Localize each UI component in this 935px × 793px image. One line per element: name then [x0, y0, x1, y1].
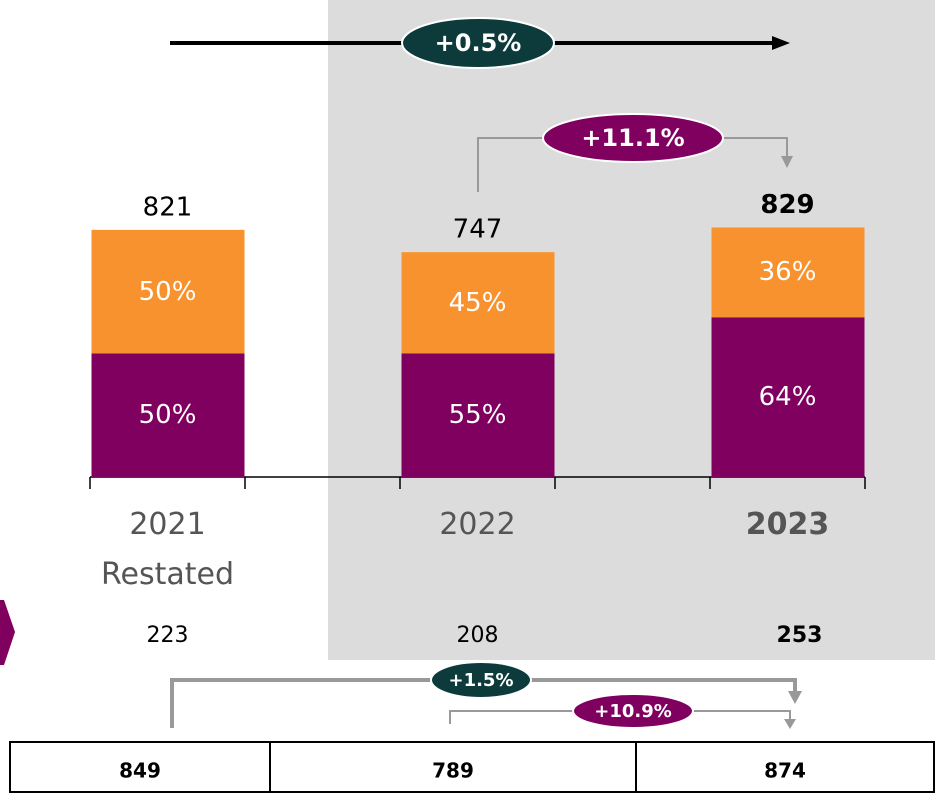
change-label: +0.5% — [435, 29, 522, 57]
table-cell: 874 — [764, 759, 806, 783]
segment-label: 45 — [408, 285, 548, 321]
table-cell: 789 — [432, 759, 474, 783]
table-cell: 849 — [119, 759, 161, 783]
segment-label: 50 — [98, 274, 238, 310]
category-label: 2022 — [439, 507, 516, 542]
change-badge — [542, 113, 724, 163]
segment-label: 64 — [718, 379, 858, 415]
category-label: 2021 Restated — [101, 507, 234, 592]
secondary-value: 223 — [147, 623, 189, 648]
total-label: 821 — [143, 192, 193, 222]
connector-head — [784, 719, 796, 729]
change-label: +11.1% — [581, 124, 684, 152]
segment-label: 50 — [98, 397, 238, 433]
secondary-value: 253 — [777, 623, 823, 648]
category-label: 2023 — [745, 507, 830, 542]
segment-label: 55 — [408, 397, 548, 433]
connector-head — [788, 691, 802, 704]
total-label: 829 — [760, 190, 814, 220]
table-border — [9, 741, 935, 793]
chevron — [0, 600, 15, 665]
total-label: 747 — [453, 215, 503, 245]
change-label: +10.9% — [594, 701, 672, 722]
secondary-value: 208 — [457, 623, 499, 648]
change-badge — [572, 693, 694, 729]
change-label: +1.5% — [448, 670, 513, 691]
change-badge — [430, 661, 532, 699]
connector-head — [781, 156, 793, 168]
segment-label: 36 — [718, 254, 858, 290]
change-badge — [401, 17, 555, 69]
arrow-head — [772, 36, 790, 50]
